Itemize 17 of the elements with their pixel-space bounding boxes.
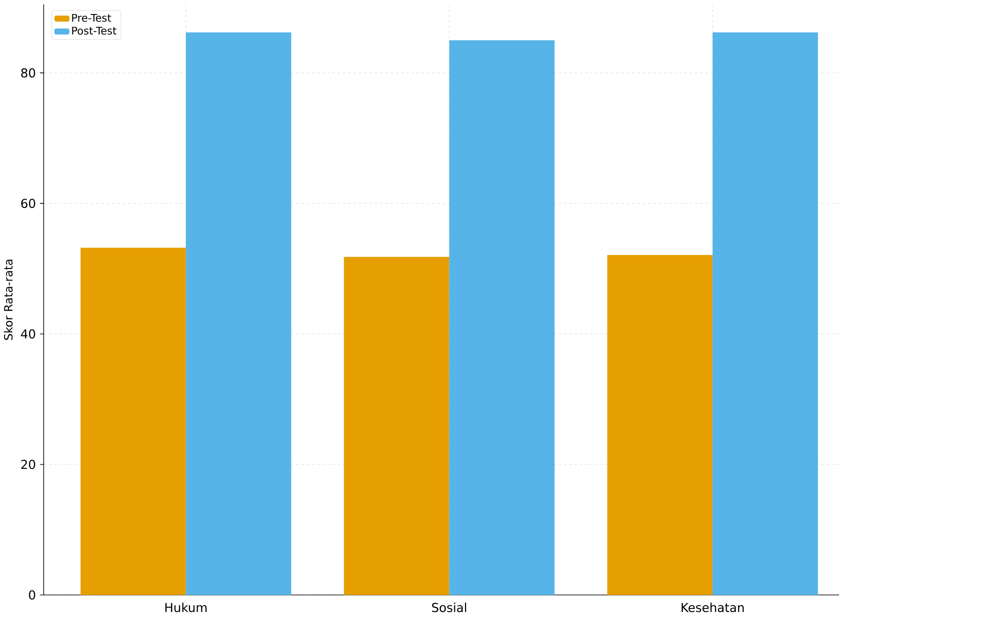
y-axis-title: Skor Rata-rata <box>4 260 13 340</box>
legend-label: Pre-Test <box>72 14 112 22</box>
y-tick-label: 60 <box>21 198 36 208</box>
y-tick-label: 20 <box>21 460 36 470</box>
bar <box>186 32 292 596</box>
y-tick-label: 40 <box>20 329 36 339</box>
x-tick-label: Hukum <box>165 602 207 612</box>
bar <box>607 255 713 596</box>
bar <box>449 40 555 596</box>
y-tick-label: 80 <box>21 68 36 78</box>
legend-label: Post-Test <box>72 26 116 35</box>
x-tick-label: Sosial <box>432 602 466 612</box>
bar <box>344 257 450 596</box>
x-tick-label: Kesehatan <box>682 602 744 612</box>
bar <box>712 32 818 596</box>
y-tick-label: 0 <box>28 590 36 600</box>
bar <box>80 248 186 596</box>
